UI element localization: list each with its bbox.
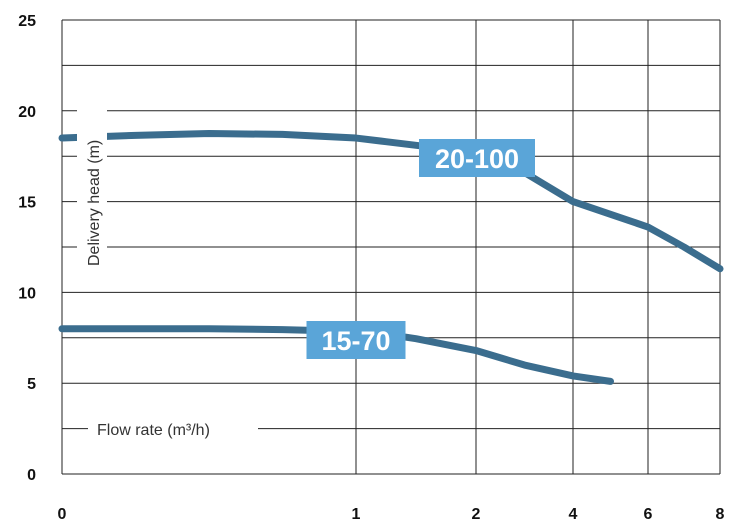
x-tick-label: 2: [472, 506, 481, 520]
x-axis-title: Flow rate (m³/h): [97, 422, 210, 439]
y-axis-title-bg: [77, 98, 107, 270]
series-label-bg: [419, 139, 535, 177]
y-axis-title: Delivery head (m): [86, 140, 103, 266]
x-tick-label: 1: [352, 506, 361, 520]
grid: [61, 19, 721, 475]
y-tick-label: 20: [18, 104, 36, 121]
tick-labels: 0 5 10 15 20 25 0 1 2 4 6 8: [18, 13, 724, 520]
series-label-bg: [306, 321, 406, 359]
x-tick-label: 4: [569, 506, 578, 520]
y-tick-label: 25: [18, 13, 36, 30]
x-axis-title-bg: [88, 414, 258, 444]
y-tick-label: 5: [27, 376, 36, 393]
y-axis-title-group: Delivery head (m): [77, 98, 107, 270]
series-labels: 20-100 15-70: [306, 139, 535, 359]
x-tick-label: 6: [644, 506, 653, 520]
x-tick-label: 8: [716, 506, 725, 520]
y-tick-label: 15: [18, 195, 36, 212]
y-tick-label: 0: [27, 467, 36, 484]
x-tick-label: 0: [58, 506, 67, 520]
series-label: 15-70: [321, 326, 390, 356]
series-label: 20-100: [435, 144, 519, 174]
y-tick-label: 10: [18, 285, 36, 302]
x-axis-title-group: Flow rate (m³/h): [88, 414, 258, 444]
